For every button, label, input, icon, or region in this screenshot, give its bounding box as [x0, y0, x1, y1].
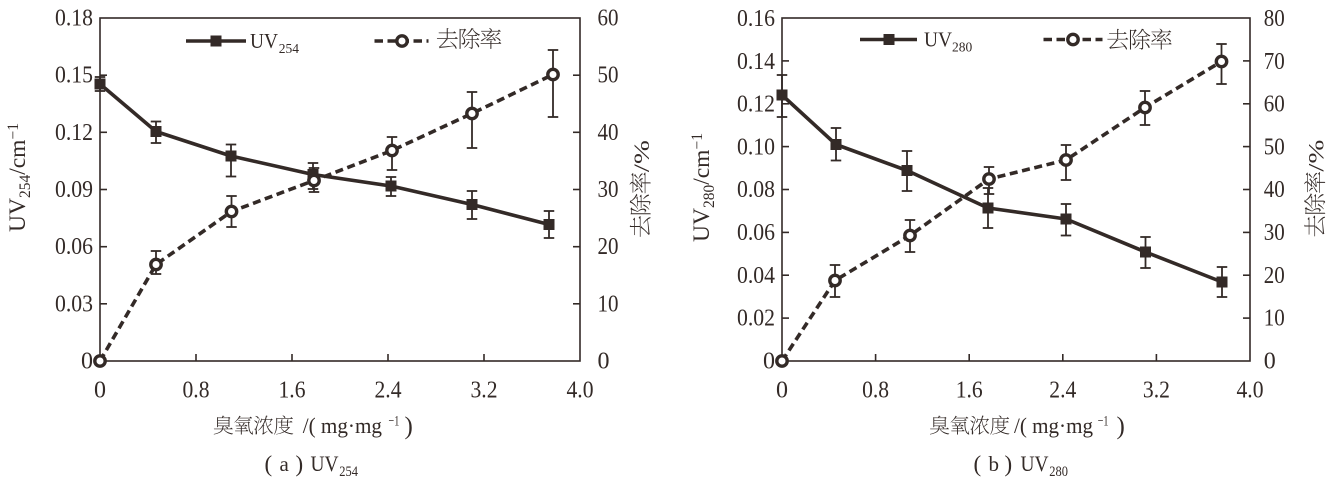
svg-text:/%: /% [629, 140, 654, 172]
svg-text:1.6: 1.6 [279, 378, 306, 404]
svg-text:0.18: 0.18 [55, 6, 93, 32]
svg-text:4.0: 4.0 [567, 378, 594, 404]
svg-text:254: 254 [339, 464, 358, 480]
svg-text:280: 280 [952, 40, 973, 55]
svg-text:0.03: 0.03 [55, 291, 93, 317]
svg-text:0.09: 0.09 [55, 177, 93, 203]
svg-text:4.0: 4.0 [1237, 378, 1264, 404]
svg-text:80: 80 [1264, 6, 1285, 32]
svg-text:0.16: 0.16 [737, 6, 775, 32]
svg-text:40: 40 [1264, 177, 1285, 203]
svg-text:UV: UV [924, 28, 952, 52]
svg-text:b: b [989, 452, 1000, 476]
svg-text:0.06: 0.06 [55, 234, 93, 260]
svg-text:UV: UV [1021, 451, 1049, 476]
svg-text:0.8: 0.8 [862, 378, 889, 404]
svg-text:a: a [280, 452, 290, 476]
svg-text:0.08: 0.08 [737, 177, 775, 203]
svg-text:/%: /% [1304, 140, 1329, 172]
svg-text:20: 20 [1264, 263, 1285, 289]
svg-text:30: 30 [598, 177, 619, 203]
svg-text:2.4: 2.4 [1049, 378, 1076, 404]
svg-text:280: 280 [1049, 464, 1068, 480]
svg-text:0.8: 0.8 [183, 378, 210, 404]
svg-text:20: 20 [598, 234, 619, 260]
svg-text:254: 254 [279, 41, 300, 56]
svg-text:0: 0 [1264, 349, 1276, 375]
svg-text:30: 30 [1264, 220, 1285, 246]
svg-text:(: ( [265, 452, 273, 477]
svg-text:50: 50 [598, 63, 619, 89]
svg-text:(: ( [974, 452, 982, 477]
svg-text:/( mg·mg: /( mg·mg [1014, 413, 1093, 438]
svg-text:0.02: 0.02 [737, 306, 775, 332]
svg-text:3.2: 3.2 [471, 378, 498, 404]
svg-text:1.6: 1.6 [956, 378, 983, 404]
svg-text:0: 0 [776, 378, 788, 404]
svg-text:0.04: 0.04 [737, 263, 775, 289]
svg-text:0.14: 0.14 [737, 49, 775, 75]
svg-text:0.10: 0.10 [737, 134, 775, 160]
svg-text:): ) [1005, 452, 1013, 477]
svg-text:−1: −1 [1098, 414, 1109, 430]
svg-text:0: 0 [81, 349, 93, 375]
svg-text:UV: UV [250, 29, 278, 53]
svg-text:UV280/cm−1: UV280/cm−1 [689, 133, 718, 242]
svg-text:70: 70 [1264, 49, 1285, 75]
svg-text:50: 50 [1264, 134, 1285, 160]
svg-text:UV: UV [311, 451, 339, 476]
svg-text:−1: −1 [389, 414, 400, 430]
svg-text:2.4: 2.4 [375, 378, 402, 404]
svg-text:0: 0 [94, 378, 106, 404]
svg-text:3.2: 3.2 [1143, 378, 1170, 404]
svg-text:0.06: 0.06 [737, 220, 775, 246]
svg-text:/( mg·mg: /( mg·mg [303, 413, 382, 438]
svg-text:0: 0 [763, 349, 775, 375]
svg-text:60: 60 [598, 6, 619, 32]
svg-text:60: 60 [1264, 92, 1285, 118]
svg-text:): ) [405, 413, 413, 440]
svg-text:): ) [296, 452, 304, 477]
svg-text:10: 10 [598, 291, 619, 317]
svg-text:0.15: 0.15 [55, 63, 93, 89]
svg-text:0: 0 [598, 349, 610, 375]
svg-text:0.12: 0.12 [737, 92, 775, 118]
svg-text:0.12: 0.12 [55, 120, 93, 146]
svg-text:10: 10 [1264, 306, 1285, 332]
svg-text:40: 40 [598, 120, 619, 146]
svg-text:): ) [1117, 413, 1125, 440]
